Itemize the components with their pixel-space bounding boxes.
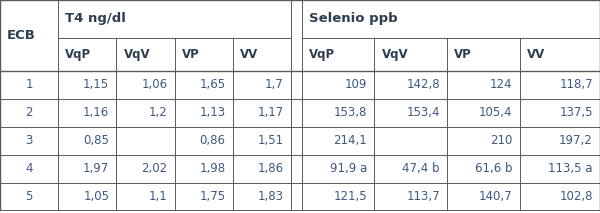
Text: VqP: VqP	[309, 48, 335, 61]
Text: 140,7: 140,7	[479, 190, 512, 203]
Text: VV: VV	[240, 48, 258, 61]
Text: 3: 3	[25, 134, 33, 147]
Text: VqP: VqP	[65, 48, 92, 61]
Text: 118,7: 118,7	[559, 78, 593, 91]
Text: VP: VP	[182, 48, 200, 61]
Text: 1,7: 1,7	[265, 78, 284, 91]
Text: 1,2: 1,2	[149, 106, 167, 119]
Text: 105,4: 105,4	[479, 106, 512, 119]
Text: 121,5: 121,5	[334, 190, 367, 203]
Text: 197,2: 197,2	[559, 134, 593, 147]
Text: 109: 109	[345, 78, 367, 91]
Text: 1,1: 1,1	[149, 190, 167, 203]
Text: 1,15: 1,15	[83, 78, 109, 91]
Text: 1,86: 1,86	[257, 162, 284, 175]
Text: 61,6 b: 61,6 b	[475, 162, 512, 175]
Text: VqV: VqV	[124, 48, 150, 61]
Text: 0,86: 0,86	[200, 134, 226, 147]
Text: 91,9 a: 91,9 a	[330, 162, 367, 175]
Text: 1,51: 1,51	[257, 134, 284, 147]
Text: ECB: ECB	[7, 29, 36, 42]
Text: T4 ng/dl: T4 ng/dl	[65, 12, 126, 26]
Text: 137,5: 137,5	[559, 106, 593, 119]
Text: 1,97: 1,97	[83, 162, 109, 175]
Text: 124: 124	[490, 78, 512, 91]
Text: 1,06: 1,06	[141, 78, 167, 91]
Text: 102,8: 102,8	[559, 190, 593, 203]
Text: VqV: VqV	[382, 48, 408, 61]
Text: 0,85: 0,85	[83, 134, 109, 147]
Text: 1,17: 1,17	[257, 106, 284, 119]
Text: 1,65: 1,65	[199, 78, 226, 91]
Text: 214,1: 214,1	[334, 134, 367, 147]
Text: 1,83: 1,83	[258, 190, 284, 203]
Text: 113,7: 113,7	[406, 190, 440, 203]
Text: 153,8: 153,8	[334, 106, 367, 119]
Text: VV: VV	[527, 48, 545, 61]
Text: 153,4: 153,4	[406, 106, 440, 119]
Text: 2,02: 2,02	[141, 162, 167, 175]
Text: 2: 2	[25, 106, 33, 119]
Text: VP: VP	[454, 48, 472, 61]
Text: 1: 1	[25, 78, 33, 91]
Text: 5: 5	[25, 190, 33, 203]
Text: 4: 4	[25, 162, 33, 175]
Text: 210: 210	[490, 134, 512, 147]
Text: 1,05: 1,05	[83, 190, 109, 203]
Text: Selenio ppb: Selenio ppb	[309, 12, 398, 26]
Text: 1,98: 1,98	[199, 162, 226, 175]
Text: 1,75: 1,75	[199, 190, 226, 203]
Text: 1,16: 1,16	[83, 106, 109, 119]
Text: 1,13: 1,13	[199, 106, 226, 119]
Text: 113,5 a: 113,5 a	[548, 162, 593, 175]
Text: 142,8: 142,8	[406, 78, 440, 91]
Text: 47,4 b: 47,4 b	[403, 162, 440, 175]
